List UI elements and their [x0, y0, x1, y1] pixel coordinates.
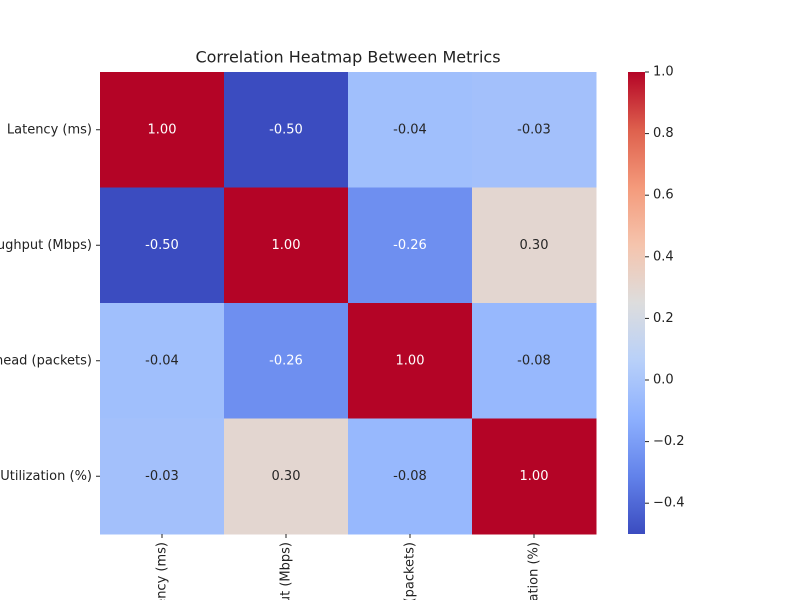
x-tick-label: Latency (ms)	[155, 542, 170, 600]
cell-label: 1.00	[272, 238, 301, 253]
colorbar-tick-label: 0.4	[653, 249, 674, 264]
cell-label: 1.00	[148, 122, 177, 137]
heatmap-cell	[348, 187, 473, 304]
heatmap-cell	[472, 303, 597, 419]
cell-label: -0.03	[145, 469, 179, 484]
y-tick-label: Utilization (%)	[0, 469, 92, 484]
x-tick-label: Overhead (packets)	[403, 542, 418, 600]
heatmap-cell	[348, 418, 473, 535]
heatmap-cell	[348, 72, 473, 188]
cell-label: -0.04	[393, 122, 427, 137]
heatmap-cell	[224, 72, 349, 188]
cell-label: -0.08	[393, 469, 427, 484]
y-tick-label: Throughput (Mbps)	[0, 238, 92, 253]
heatmap-cell	[348, 303, 473, 419]
cell-label: -0.03	[517, 122, 551, 137]
heatmap-cell	[224, 418, 349, 535]
chart-title: Correlation Heatmap Between Metrics	[195, 48, 500, 67]
colorbar-tick-label: −0.4	[653, 496, 685, 511]
heatmap-cell	[472, 418, 597, 535]
colorbar	[628, 72, 645, 534]
cell-label: 1.00	[396, 353, 425, 368]
colorbar-tick-label: 0.6	[653, 188, 674, 203]
cell-label: -0.04	[145, 353, 179, 368]
cell-label: -0.08	[517, 353, 551, 368]
heatmap-cell	[224, 187, 349, 304]
x-tick-label: Throughput (Mbps)	[279, 542, 294, 600]
cell-label: -0.50	[269, 122, 303, 137]
heatmap-cell	[100, 72, 225, 188]
cell-label: -0.50	[145, 238, 179, 253]
cell-label: 0.30	[520, 238, 549, 253]
heatmap-cell	[100, 187, 225, 304]
cell-label: 1.00	[520, 469, 549, 484]
colorbar-tick-label: 1.0	[653, 65, 674, 80]
cell-label: 0.30	[272, 469, 301, 484]
x-tick-label: Utilization (%)	[527, 542, 542, 600]
heatmap-cell	[472, 187, 597, 304]
heatmap-cell	[100, 303, 225, 419]
heatmap-cell	[472, 72, 597, 188]
heatmap-cell	[100, 418, 225, 535]
colorbar-tick-label: 0.0	[653, 373, 674, 388]
cell-label: -0.26	[393, 238, 427, 253]
colorbar-tick-label: 0.2	[653, 311, 674, 326]
y-tick-label: Latency (ms)	[7, 122, 92, 137]
colorbar-tick-label: 0.8	[653, 126, 674, 141]
heatmap-cell	[224, 303, 349, 419]
colorbar-tick-label: −0.2	[653, 434, 685, 449]
cell-label: -0.26	[269, 353, 303, 368]
y-tick-label: Overhead (packets)	[0, 353, 92, 368]
